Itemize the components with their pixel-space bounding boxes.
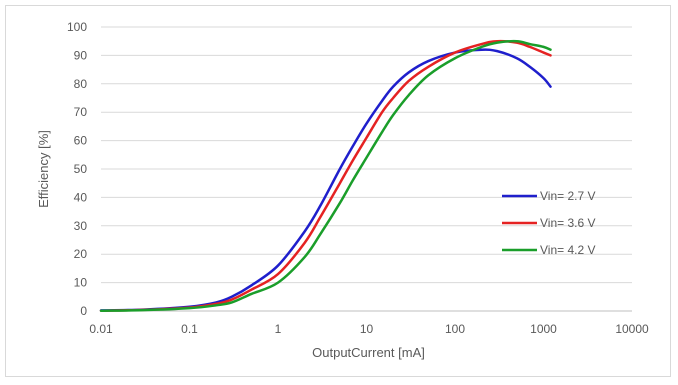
x-tick-label-1: 1 <box>275 322 282 336</box>
y-tick-label-50: 50 <box>74 162 88 176</box>
y-tick-label-30: 30 <box>74 219 88 233</box>
y-tick-label-70: 70 <box>74 105 88 119</box>
y-tick-label-40: 40 <box>74 190 88 204</box>
y-tick-label-80: 80 <box>74 77 88 91</box>
series-line-3 <box>99 39 552 312</box>
y-axis-ticks: 0 10 20 30 40 50 60 70 80 90 100 <box>67 20 87 318</box>
series-line-1 <box>99 48 552 312</box>
y-axis-title: Efficiency [%] <box>36 130 51 208</box>
legend: Vin= 2.7 V Vin= 3.6 V Vin= 4.2 V <box>502 189 596 257</box>
legend-label-2: Vin= 3.6 V <box>540 216 596 230</box>
series-line-2 <box>99 39 552 312</box>
x-tick-label-0.1: 0.1 <box>181 322 198 336</box>
series-lines <box>99 39 552 312</box>
x-axis-title: OutputCurrent [mA] <box>312 345 425 360</box>
y-tick-label-90: 90 <box>74 48 88 62</box>
y-tick-label-100: 100 <box>67 20 87 34</box>
x-axis-ticks: 0.01 0.1 1 10 100 1000 10000 <box>89 322 649 336</box>
legend-label-1: Vin= 2.7 V <box>540 189 596 203</box>
gridlines <box>101 26 632 284</box>
y-tick-label-0: 0 <box>80 304 87 318</box>
y-tick-label-60: 60 <box>74 134 88 148</box>
y-tick-label-20: 20 <box>74 247 88 261</box>
x-tick-label-0.01: 0.01 <box>89 322 113 336</box>
legend-label-3: Vin= 4.2 V <box>540 243 596 257</box>
x-tick-label-10000: 10000 <box>615 322 649 336</box>
x-tick-label-10: 10 <box>360 322 374 336</box>
x-tick-label-1000: 1000 <box>530 322 557 336</box>
chart-frame <box>5 5 671 377</box>
y-tick-label-10: 10 <box>74 276 88 290</box>
x-tick-label-100: 100 <box>445 322 465 336</box>
